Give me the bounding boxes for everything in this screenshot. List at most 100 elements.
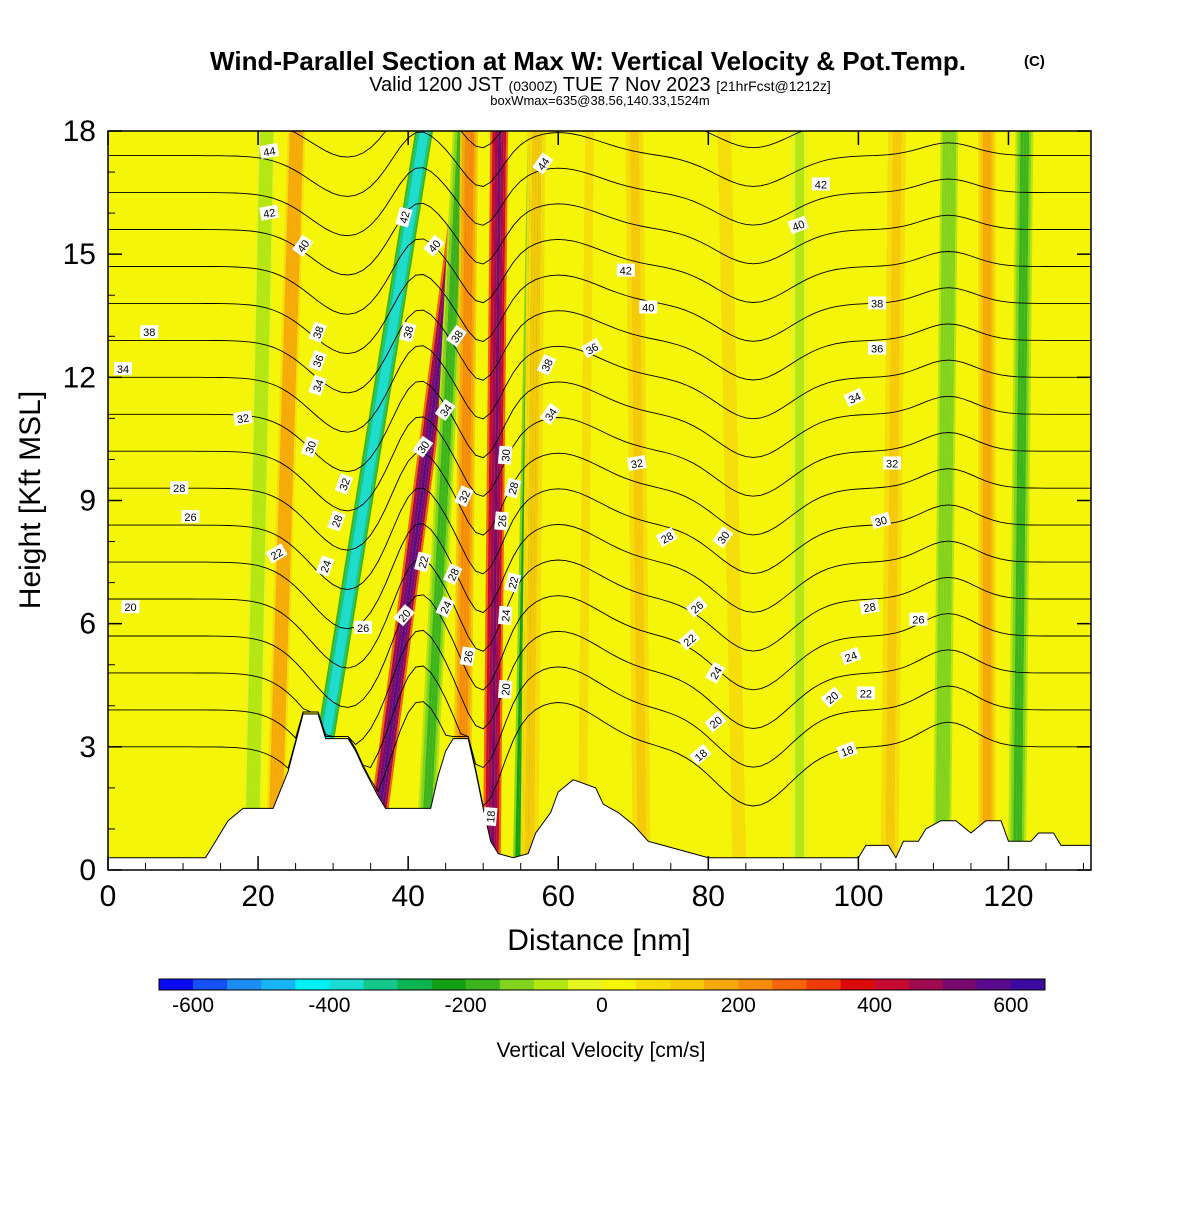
- contour-label-bg: [820, 686, 843, 708]
- colorbar-swatch: [329, 979, 364, 990]
- w-band-stripe: [119, 131, 199, 870]
- w-band: [790, 131, 809, 870]
- contour-label-text: 30: [716, 530, 733, 547]
- contour-label-bg: [434, 398, 456, 422]
- contour-label-text: 24: [439, 600, 455, 616]
- contour-label-text: 40: [295, 238, 312, 255]
- contour-label-text: 18: [840, 744, 856, 759]
- contour-label-bg: [181, 509, 200, 523]
- contour-label: 42: [616, 263, 635, 278]
- contour-label-text: 22: [860, 689, 872, 701]
- vertical-velocity-field: [108, 131, 1091, 870]
- w-band: [625, 131, 651, 870]
- w-band-stripe: [1021, 131, 1032, 870]
- colorbar-swatch: [670, 979, 705, 990]
- colorbar-swatch: [193, 979, 228, 990]
- w-band-stripe: [415, 131, 455, 870]
- w-band-stripe: [985, 131, 990, 870]
- w-band: [933, 131, 959, 870]
- x-tick-label: 80: [692, 880, 725, 913]
- contour-label: 38: [308, 321, 327, 343]
- w-band-stripe: [295, 131, 418, 870]
- theta-contour: [108, 558, 1091, 669]
- w-band-stripe: [731, 131, 749, 870]
- w-band-stripe: [940, 131, 952, 870]
- w-band-stripe: [273, 131, 299, 870]
- w-band-stripe: [729, 131, 747, 870]
- contour-label-bg: [482, 807, 498, 827]
- contour-label-bg: [292, 234, 314, 257]
- w-band-stripe: [1008, 131, 1018, 870]
- w-band-stripe: [525, 131, 536, 870]
- w-band-stripe: [633, 131, 644, 870]
- contour-label: 24: [840, 646, 862, 666]
- colorbar-swatch: [363, 979, 398, 990]
- contour-label-bg: [655, 526, 678, 548]
- contour-label-text: 24: [319, 559, 334, 575]
- w-band-stripe: [1047, 131, 1051, 870]
- w-band-stripe: [126, 131, 204, 870]
- valid-utc: (0300Z): [509, 78, 558, 94]
- contour-label: 24: [705, 661, 726, 684]
- w-band-stripe: [891, 131, 902, 870]
- contour-label: 44: [259, 143, 280, 159]
- contour-label-text: 32: [457, 489, 473, 505]
- contour-label-text: 28: [507, 481, 522, 496]
- theta-contour: [108, 167, 1091, 237]
- w-band: [482, 131, 509, 870]
- w-band-stripe: [980, 131, 983, 870]
- contour-label-bg: [616, 263, 635, 277]
- w-band-stripe: [715, 131, 733, 870]
- contour-label-text: 34: [543, 406, 560, 423]
- w-band: [572, 131, 599, 870]
- contour-label-bg: [446, 324, 467, 348]
- w-band-stripe: [1050, 131, 1054, 870]
- w-band: [880, 131, 906, 870]
- contour-label-text: 22: [417, 555, 432, 570]
- theta-contour: [108, 0, 1091, 39]
- w-band-stripe: [244, 131, 263, 870]
- contour-label-text: 34: [311, 378, 326, 394]
- theta-contour: [108, 309, 1091, 394]
- contour-label-bg: [840, 646, 862, 666]
- w-band-stripe: [575, 131, 586, 870]
- colorbar-swatch: [499, 979, 535, 990]
- contour-label: 26: [909, 612, 928, 627]
- w-band-stripe: [250, 131, 269, 870]
- contour-label-text: 30: [304, 440, 319, 456]
- contour-label-bg: [140, 325, 159, 339]
- w-band-stripe: [804, 131, 807, 870]
- contour-label-text: 42: [398, 210, 413, 225]
- contour-label: 34: [308, 374, 327, 397]
- contour-label-text: 20: [124, 602, 136, 614]
- contour-label-text: 38: [311, 325, 326, 341]
- contour-label-text: 34: [847, 391, 863, 407]
- contour-label: 30: [412, 435, 434, 458]
- contour-label: 26: [494, 511, 510, 531]
- w-band-stripe: [937, 131, 949, 870]
- colorbar-swatch: [567, 979, 603, 990]
- contour-label: 42: [259, 204, 280, 221]
- colorbar-tick-label: 200: [721, 994, 756, 1017]
- contour-label: 36: [580, 338, 603, 359]
- boxwmax-note: boxWmax=635@38.56,140.33,1524m: [490, 93, 710, 108]
- contour-label-bg: [836, 741, 858, 760]
- contour-label-text: 38: [540, 357, 556, 373]
- valid-prefix: Valid 1200 JST: [369, 74, 503, 96]
- w-band-stripe: [466, 131, 477, 870]
- w-band-stripe: [533, 131, 544, 870]
- contour-label-text: 42: [815, 179, 827, 191]
- w-band-stripe: [1010, 131, 1021, 870]
- contour-label-text: 28: [173, 483, 185, 495]
- contour-label-bg: [233, 409, 254, 426]
- y-axis-label: Height [Kft MSL]: [14, 391, 47, 609]
- contour-label-bg: [259, 204, 280, 221]
- w-band-stripe: [247, 131, 266, 870]
- theta-contour: [108, 416, 1091, 512]
- w-band-stripe: [1053, 131, 1057, 870]
- w-band-stripe: [948, 131, 959, 870]
- w-band-stripe: [946, 131, 957, 870]
- w-band-stripe: [790, 131, 793, 870]
